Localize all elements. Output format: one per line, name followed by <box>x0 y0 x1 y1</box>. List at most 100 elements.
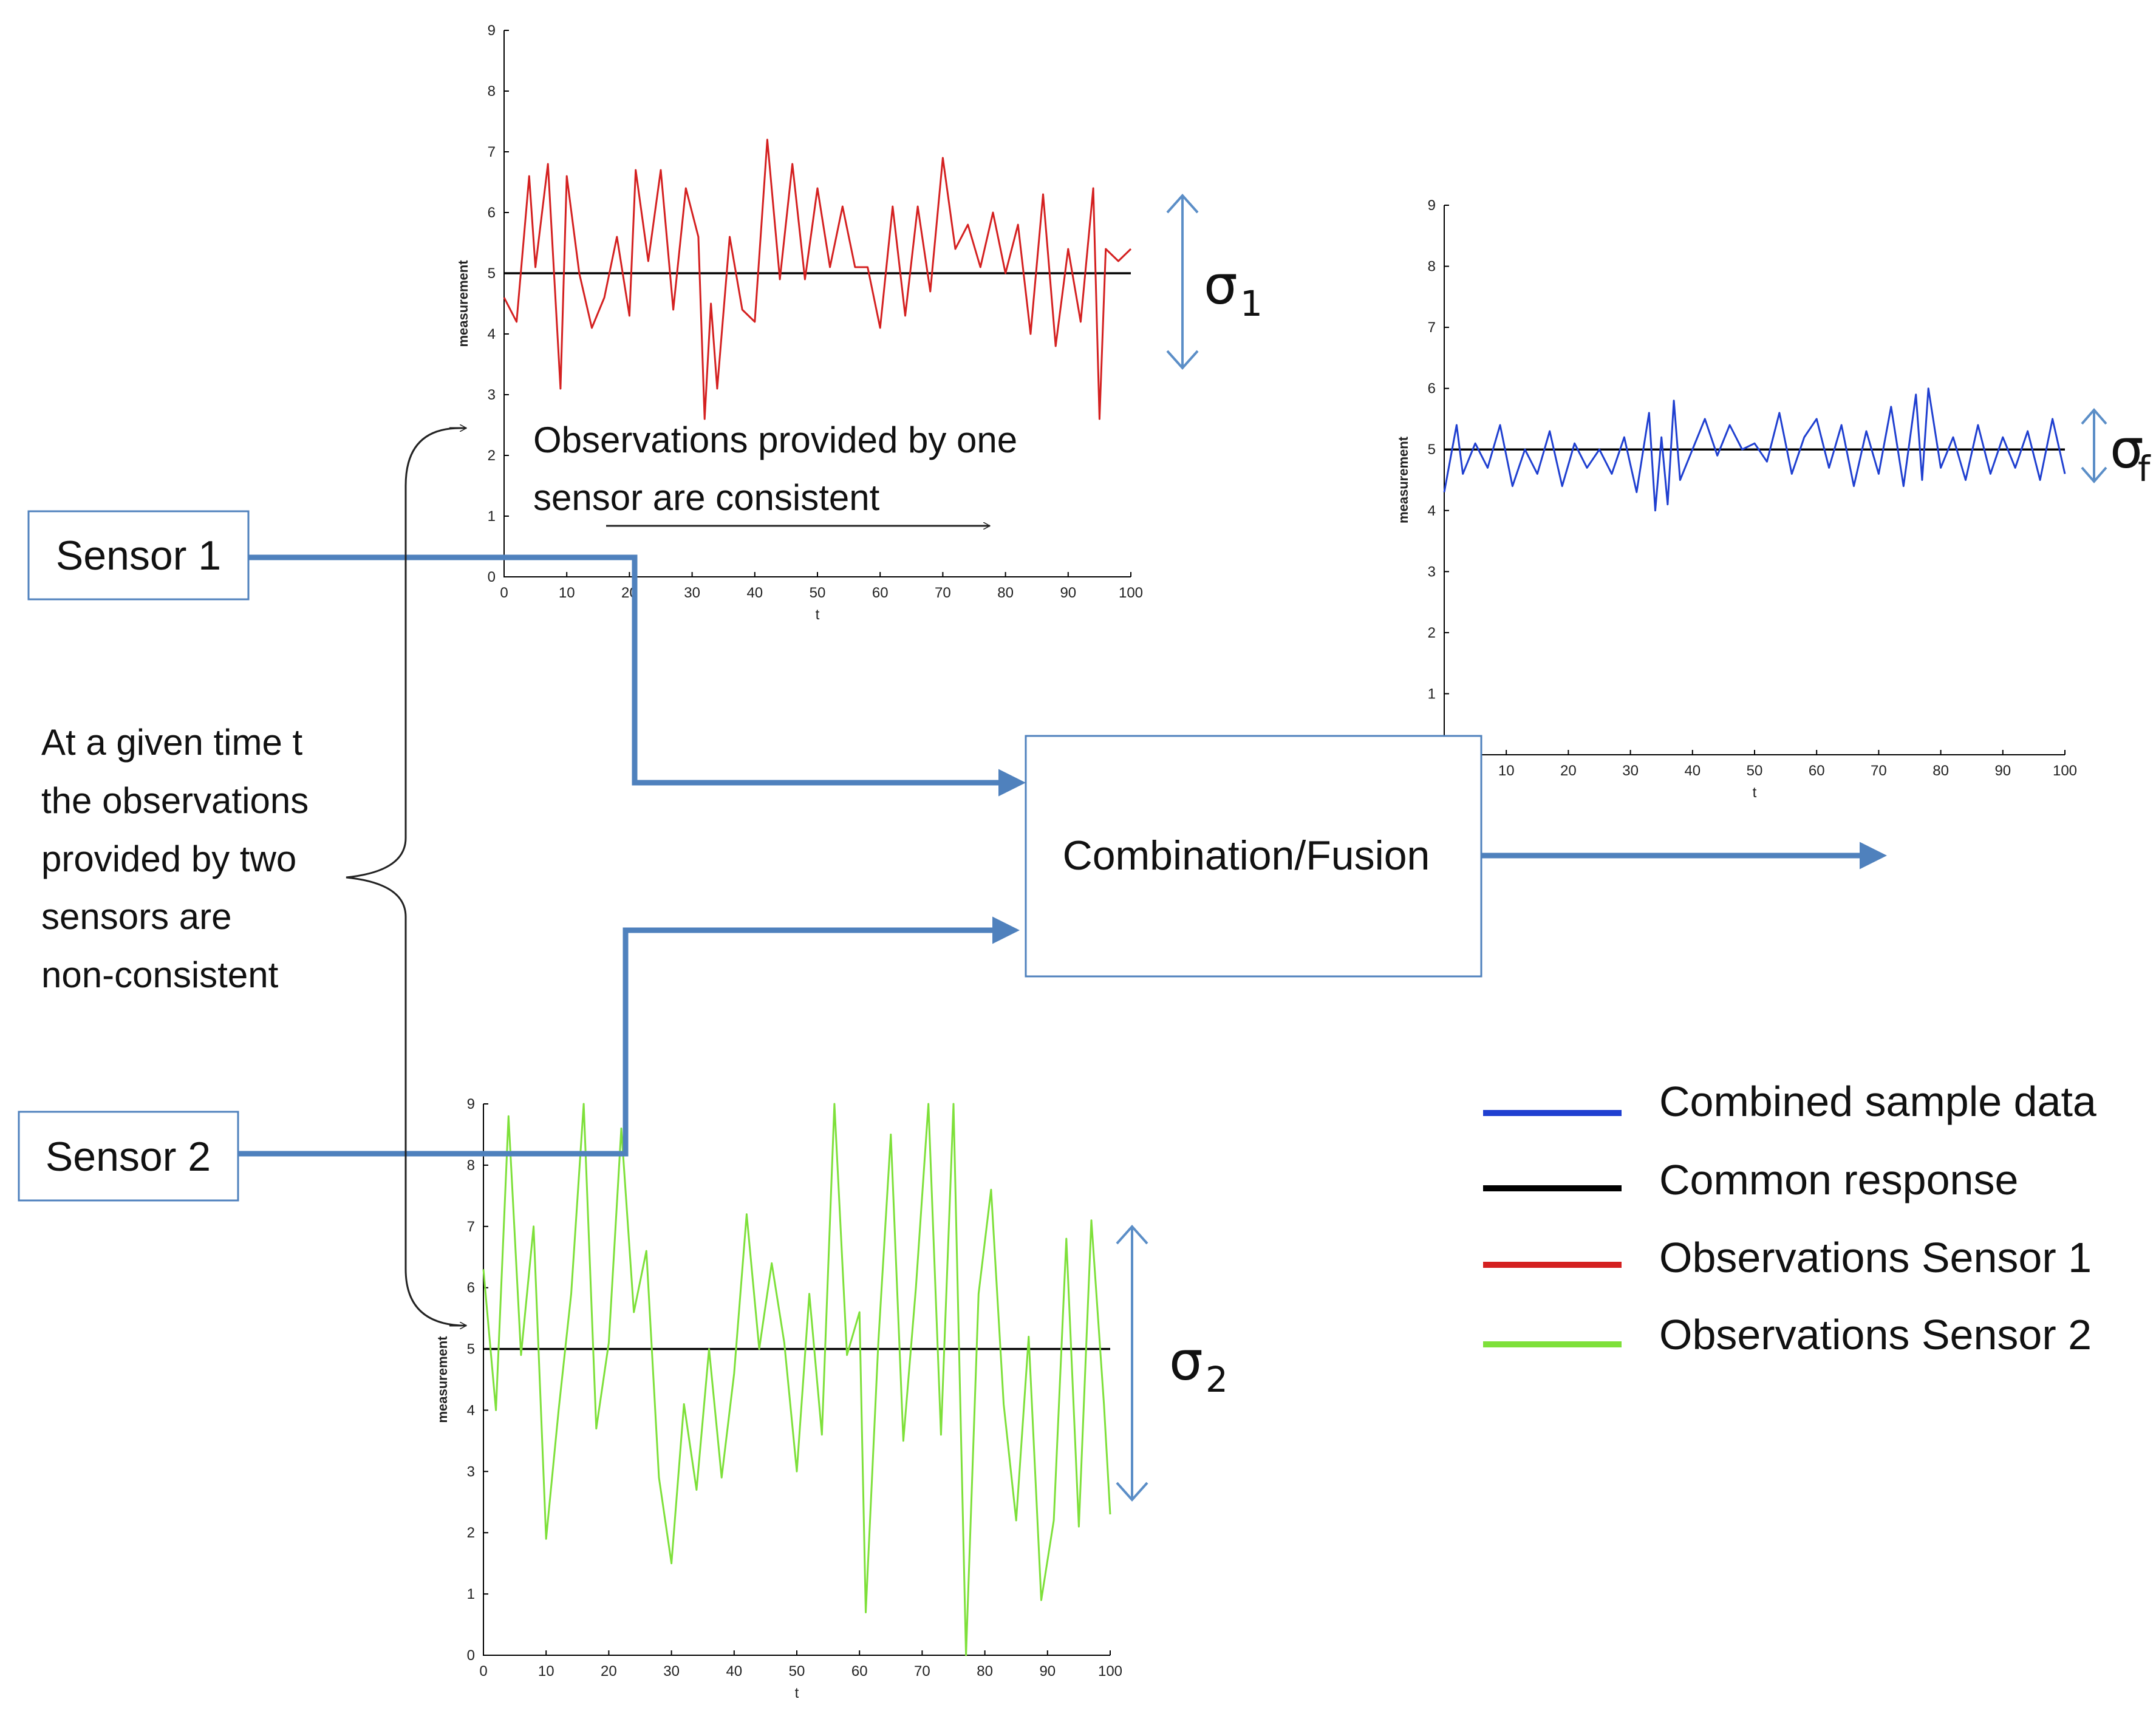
legend-entry-combined: Combined sample data <box>1483 1078 2096 1125</box>
s1-xtick-label: 40 <box>746 585 763 601</box>
s1-ytick-label: 1 <box>488 508 496 525</box>
fused-xtick-label: 20 <box>1560 763 1577 779</box>
legend-label-combined: Combined sample data <box>1659 1078 2096 1125</box>
s1-xtick-label: 60 <box>872 585 889 601</box>
s1-ytick-label: 8 <box>488 83 496 100</box>
s2-series-observations-sensor-2 <box>482 1103 1111 1656</box>
sensor2-label: Sensor 2 <box>46 1134 211 1180</box>
sigma2-indicator: σ 2 <box>1116 1224 1228 1502</box>
sigmaf-subscript: f <box>2138 448 2151 489</box>
fused-xlabel: t <box>1753 785 1757 801</box>
note-left-line-1: At a given time t <box>41 722 303 763</box>
s2-xtick-label: 80 <box>977 1663 993 1680</box>
s1-xtick-label: 90 <box>1060 585 1076 601</box>
s2-ytick-label: 8 <box>467 1157 475 1174</box>
fused-xtick-label: 60 <box>1809 763 1825 779</box>
fused-ytick-label: 8 <box>1428 259 1436 275</box>
fused-xtick-label: 70 <box>1871 763 1887 779</box>
s1-xtick-label: 70 <box>935 585 951 601</box>
s1-xtick-label: 0 <box>500 585 508 601</box>
s2-ytick-label: 0 <box>467 1647 475 1664</box>
s2-xtick-label: 40 <box>726 1663 742 1680</box>
note-left-line-4: sensors are <box>41 896 231 937</box>
sensor1-label: Sensor 1 <box>56 533 221 579</box>
s2-ytick-label: 2 <box>467 1525 475 1541</box>
sigmaf-indicator: σ f <box>2081 407 2151 489</box>
sigma1-indicator: σ 1 <box>1166 193 1263 370</box>
s2-xlabel: t <box>795 1685 799 1701</box>
s1-xtick-label: 50 <box>810 585 826 601</box>
fused-ylabel: measurement <box>1396 436 1411 523</box>
non-consistent-note: At a given time t the observations provi… <box>41 722 309 995</box>
sensor1-chart: 0 10 20 30 40 50 60 70 80 90 1000123456789tmeasure… <box>455 22 1143 623</box>
s2-xtick-label: 0 <box>479 1663 487 1680</box>
fused-xtick-label: 90 <box>1994 763 2011 779</box>
fused-xtick-label: 10 <box>1498 763 1515 779</box>
sigma1-symbol: σ <box>1204 254 1238 316</box>
s2-ytick-label: 4 <box>467 1402 475 1418</box>
s1-ytick-label: 0 <box>488 569 496 585</box>
s2-ytick-label: 5 <box>467 1341 475 1358</box>
fused-xtick-label: 40 <box>1684 763 1701 779</box>
legend-entry-common: Common response <box>1483 1156 2018 1203</box>
sensor2-chart: 0 10 20 30 40 50 60 70 80 90 100 0 1 2 3 4 5 6 7 8 9 t measure… <box>435 1096 1122 1701</box>
fused-ytick-label: 4 <box>1428 503 1436 519</box>
s1-ytick-label: 2 <box>488 448 496 464</box>
s1-xtick-label: 10 <box>559 585 575 601</box>
fused-ytick-label: 6 <box>1428 381 1436 397</box>
fused-xtick-label: 100 <box>2053 763 2077 779</box>
legend-label-sensor1: Observations Sensor 1 <box>1659 1234 2092 1281</box>
sensor2-to-fusion-arrow <box>238 916 1020 1157</box>
sigma2-subscript: 2 <box>1206 1359 1228 1400</box>
legend: Combined sample data Common response Obs… <box>1483 1078 2096 1358</box>
s1-series-observations-sensor-1 <box>503 138 1132 420</box>
s1-ytick-label: 3 <box>488 387 496 403</box>
s2-ytick-label: 3 <box>467 1463 475 1480</box>
s2-xtick-label: 20 <box>601 1663 617 1680</box>
sensor1-box: Sensor 1 <box>27 510 250 601</box>
consistent-note-line2: sensor are consistent <box>533 477 880 518</box>
s2-xtick-label: 30 <box>663 1663 680 1680</box>
note-left-line-2: the observations <box>41 780 309 821</box>
sensor1-to-fusion-arrow <box>248 554 1026 797</box>
fusion-label: Combination/Fusion <box>1063 832 1430 879</box>
s2-xtick-label: 50 <box>789 1663 805 1680</box>
combined-chart: 01020304050607080901000123456789tmeasure… <box>1396 197 2077 801</box>
sigma2-symbol: σ <box>1169 1330 1203 1392</box>
legend-label-common: Common response <box>1659 1156 2018 1203</box>
fused-ytick-label: 3 <box>1428 563 1436 580</box>
legend-entry-sensor1: Observations Sensor 1 <box>1483 1234 2092 1281</box>
fused-ytick-label: 2 <box>1428 625 1436 641</box>
s1-ytick-label: 6 <box>488 205 496 221</box>
s1-ytick-label: 5 <box>488 265 496 282</box>
s1-ytick-label: 9 <box>488 22 496 39</box>
fused-ytick-label: 1 <box>1428 686 1436 702</box>
s2-xtick-label: 90 <box>1039 1663 1056 1680</box>
legend-entry-sensor2: Observations Sensor 2 <box>1483 1311 2092 1358</box>
fused-xtick-label: 80 <box>1933 763 1949 779</box>
fused-xtick-label: 30 <box>1622 763 1639 779</box>
fused-axes <box>1444 205 2065 755</box>
consistent-note-line1: Observations provided by one <box>533 420 1017 460</box>
s1-xtick-label: 100 <box>1119 585 1143 601</box>
s1-xlabel: t <box>816 607 820 623</box>
fused-xtick-label: 50 <box>1747 763 1763 779</box>
s2-ytick-label: 1 <box>467 1586 475 1602</box>
fused-ytick-label: 5 <box>1428 441 1436 458</box>
note-left-line-3: provided by two <box>41 839 296 879</box>
s2-ytick-label: 9 <box>467 1096 475 1112</box>
s2-ylabel: measurement <box>435 1336 450 1423</box>
s2-xtick-label: 10 <box>538 1663 554 1680</box>
s2-xtick-label: 100 <box>1098 1663 1122 1680</box>
fused-series-combined-sample-data <box>1443 387 2066 512</box>
sigmaf-symbol: σ <box>2110 418 2144 480</box>
s1-ytick-label: 4 <box>488 326 496 342</box>
s1-ytick-label: 7 <box>488 144 496 160</box>
s2-ytick-label: 7 <box>467 1219 475 1235</box>
s1-ylabel: measurement <box>455 260 471 347</box>
fused-ytick-label: 7 <box>1428 319 1436 336</box>
s2-xtick-label: 60 <box>851 1663 868 1680</box>
fused-ytick-label: 9 <box>1428 197 1436 214</box>
s2-ytick-label: 6 <box>467 1280 475 1296</box>
